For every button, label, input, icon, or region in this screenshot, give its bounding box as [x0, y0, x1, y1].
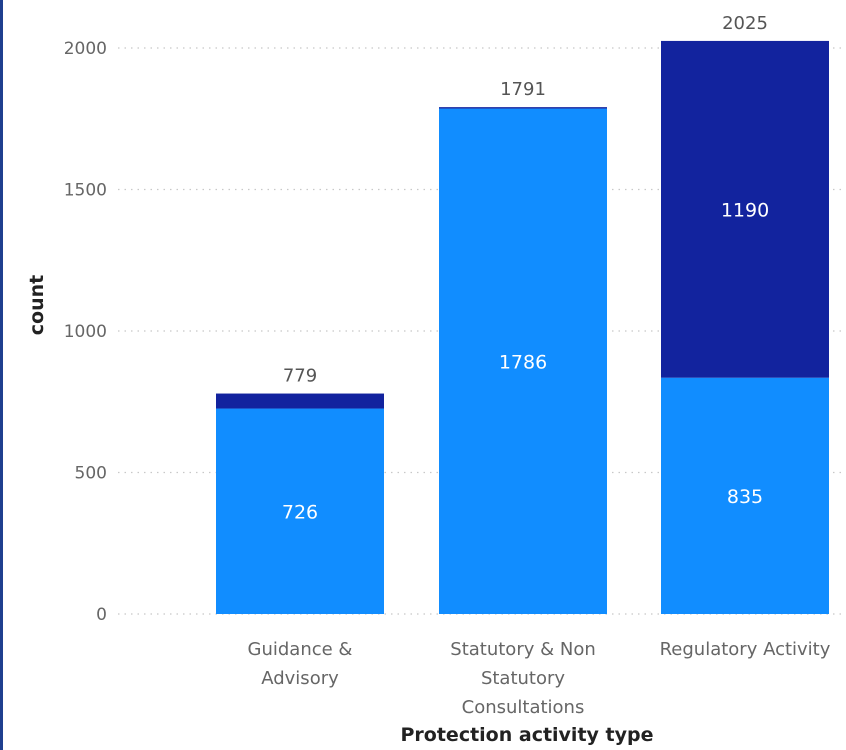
x-axis-title: Protection activity type — [401, 724, 654, 746]
segment-label: 835 — [727, 486, 763, 508]
y-tick-label: 0 — [96, 605, 107, 625]
x-tick-label: Guidance & — [248, 639, 353, 660]
bar-segment — [216, 408, 384, 614]
y-axis-ticks: 0 500 1000 1500 2000 — [64, 39, 107, 625]
total-label: 1791 — [500, 79, 546, 100]
y-tick-label: 500 — [75, 464, 107, 484]
x-tick-label: Regulatory Activity — [660, 639, 831, 660]
segment-label: 726 — [282, 501, 318, 523]
y-tick-label: 1000 — [64, 322, 107, 342]
bar-segment — [216, 393, 384, 409]
x-tick-label: Consultations — [462, 697, 585, 718]
data-labels: 726 779 1786 1791 835 1190 2025 — [282, 13, 769, 523]
x-tick-label: Statutory — [481, 668, 565, 689]
total-label: 2025 — [722, 13, 768, 34]
total-label: 779 — [283, 366, 317, 387]
bar-segment — [661, 40, 829, 378]
bar-segment — [439, 107, 607, 109]
stacked-bar-chart: 0 500 1000 1500 2000 726 779 1786 1791 835 1190 20… — [26, 13, 843, 746]
bar-segment — [439, 108, 607, 614]
x-tick-label: Advisory — [261, 668, 339, 689]
segment-label: 1786 — [499, 351, 547, 373]
y-tick-label: 2000 — [64, 39, 107, 59]
y-axis-title: count — [26, 275, 48, 335]
bars — [216, 40, 829, 614]
bar-segment — [661, 377, 829, 614]
x-axis-categories: Guidance & Advisory Statutory & Non Statuto… — [248, 639, 831, 718]
segment-label: 1190 — [721, 199, 769, 221]
x-tick-label: Statutory & Non — [450, 639, 595, 660]
y-tick-label: 1500 — [64, 181, 107, 201]
